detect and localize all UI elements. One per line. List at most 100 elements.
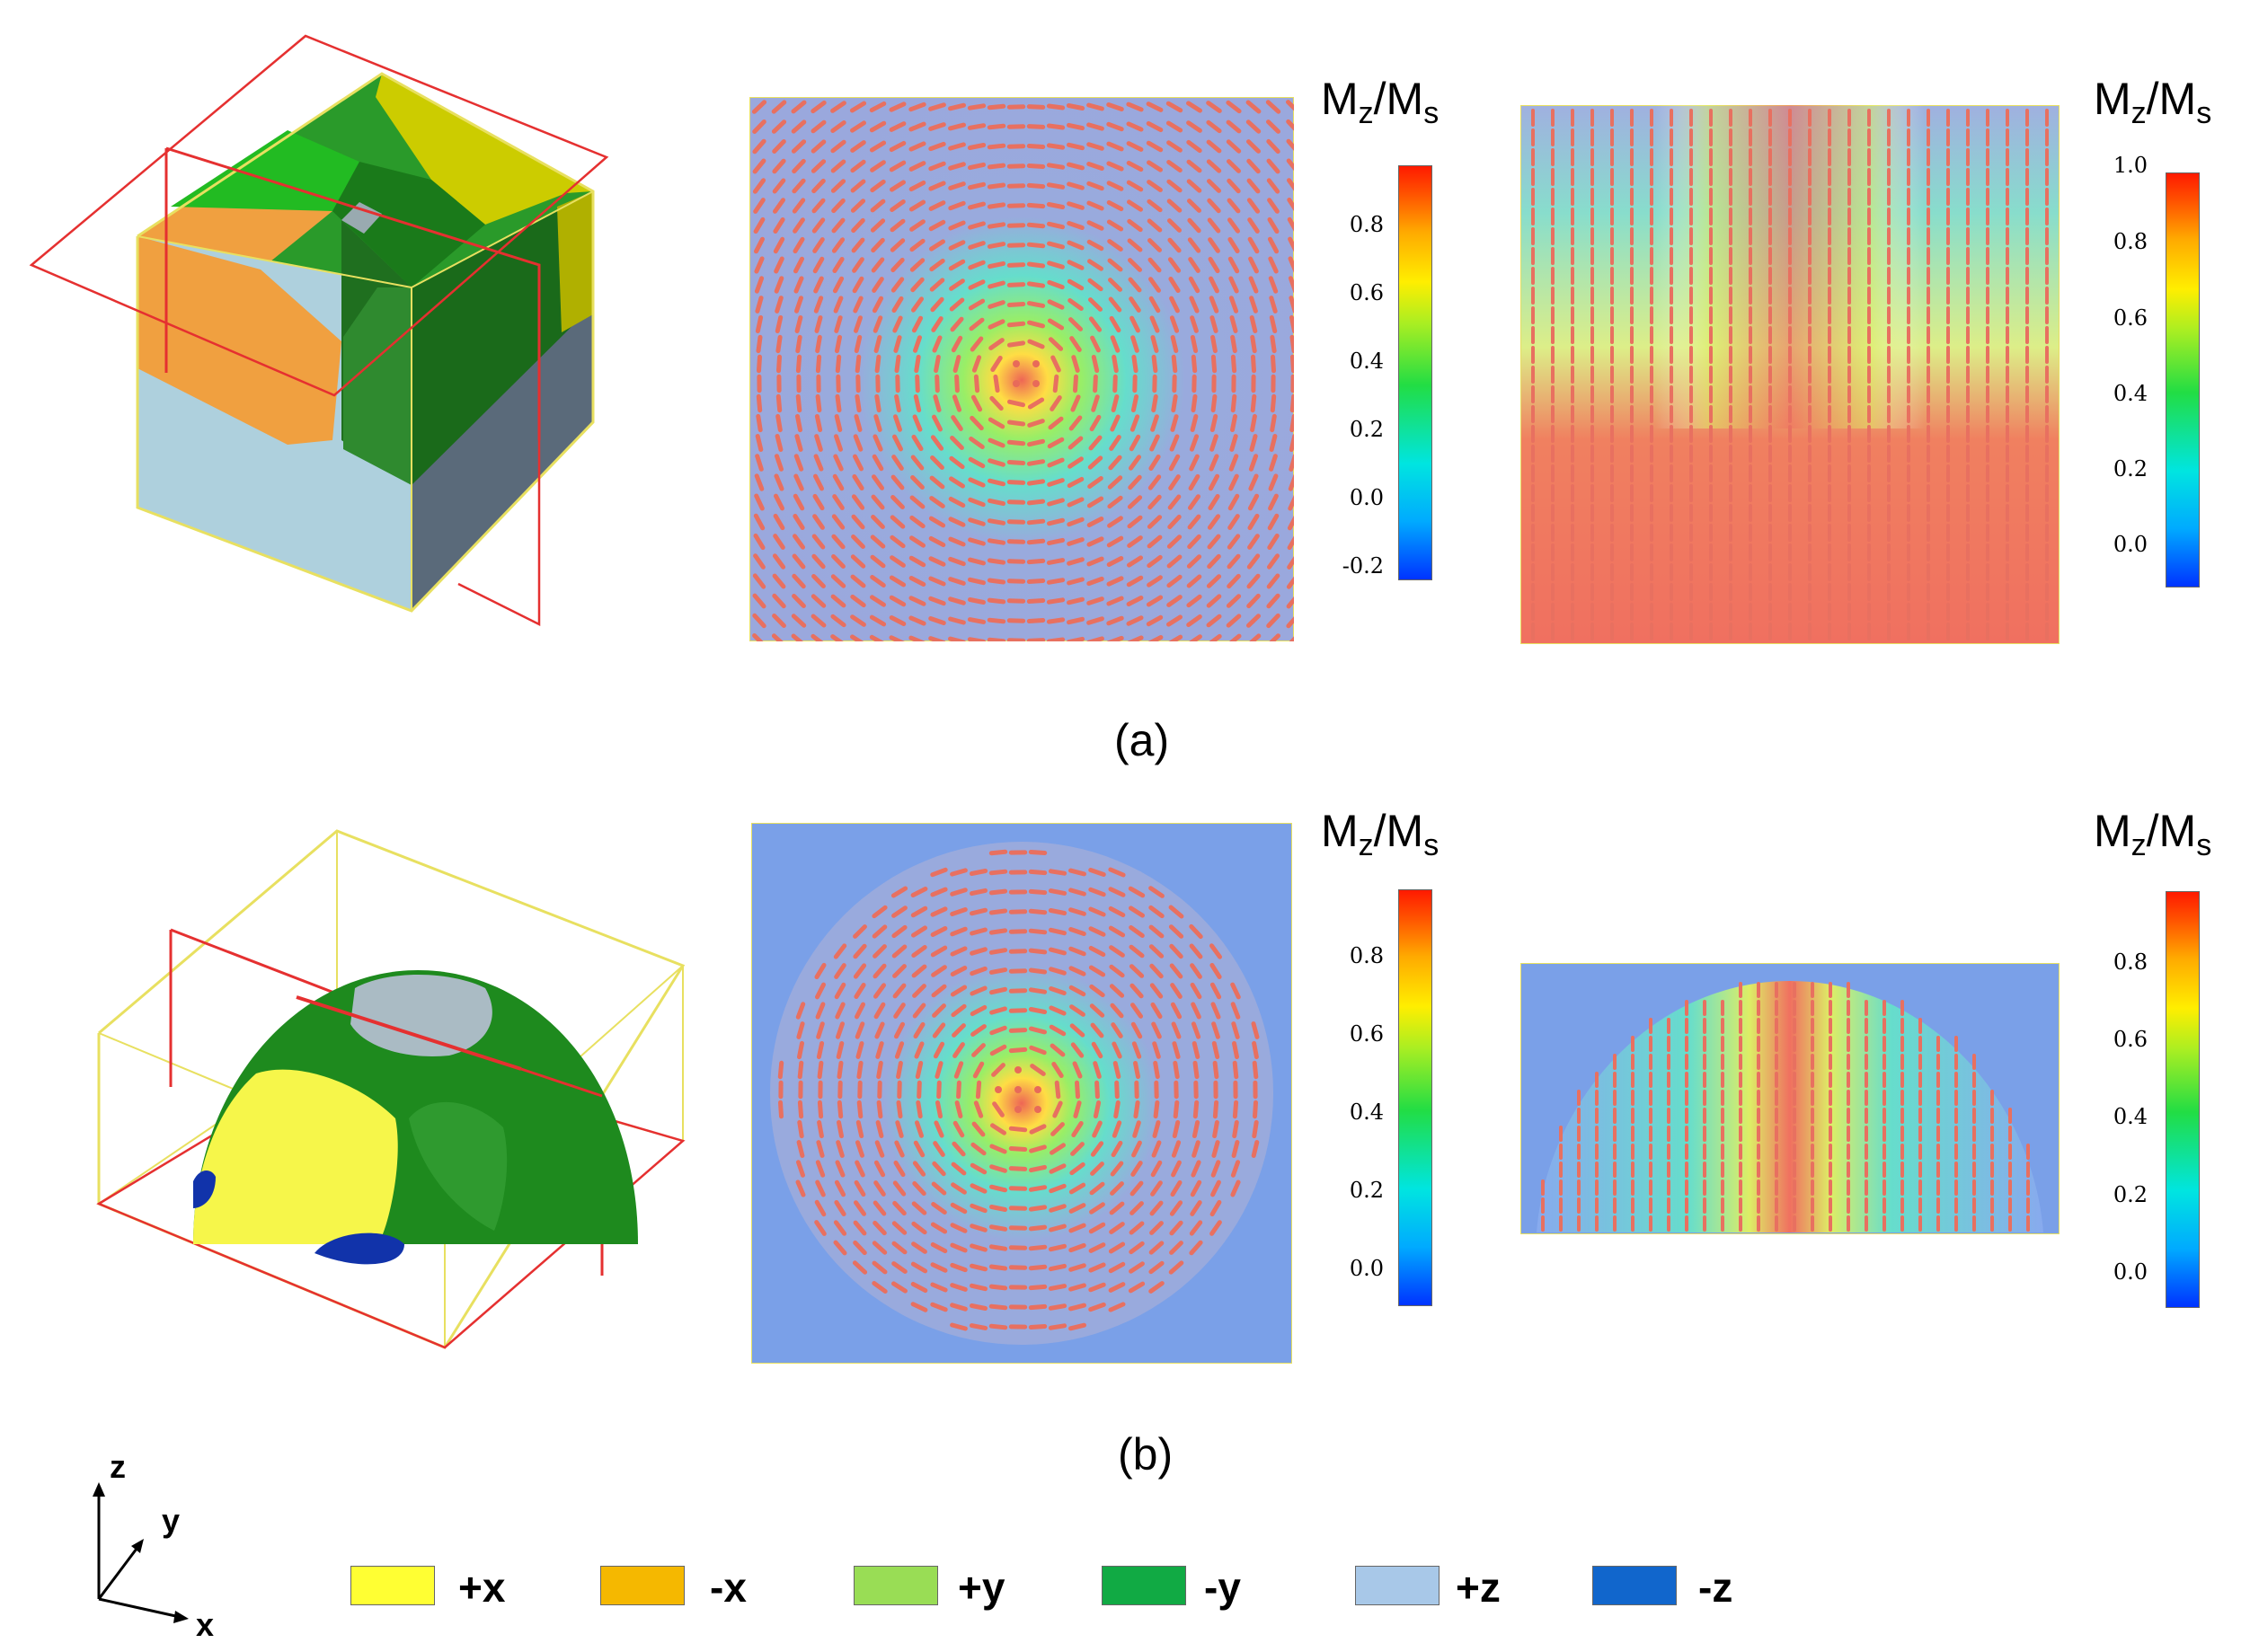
vector-glyph	[988, 1284, 1008, 1291]
vector-glyph	[1232, 1041, 1239, 1059]
vector-glyph	[854, 315, 863, 333]
vector-glyph	[853, 1220, 867, 1236]
vector-glyph	[932, 1161, 946, 1177]
vector-glyph	[1006, 480, 1026, 485]
vector-glyph	[1288, 256, 1294, 273]
vector-glyph	[872, 296, 884, 314]
vector-glyph	[1050, 1043, 1066, 1057]
vector-glyph	[1046, 637, 1066, 641]
legend-swatch	[600, 1566, 685, 1605]
vector-glyph	[1088, 868, 1106, 877]
vector-glyph	[988, 1264, 1008, 1271]
vector-glyph	[1086, 636, 1104, 641]
vector-glyph	[1232, 1119, 1239, 1139]
vector-glyph	[830, 634, 844, 641]
vector-glyph	[1171, 354, 1178, 374]
vector-glyph	[1026, 104, 1046, 110]
vector-glyph	[1186, 179, 1202, 193]
vector-glyph	[870, 595, 886, 607]
vector-glyph	[968, 279, 986, 290]
vector-glyph	[1086, 596, 1104, 605]
vector-glyph	[1189, 1240, 1203, 1256]
vector-glyph	[1166, 534, 1183, 549]
vector-glyph	[1265, 100, 1281, 114]
vector-glyph	[1111, 394, 1120, 412]
vector-glyph	[1187, 237, 1201, 253]
vector-glyph	[1112, 1041, 1122, 1059]
vector-glyph	[795, 413, 802, 433]
vector-glyph	[1269, 315, 1278, 333]
vector-glyph	[909, 219, 926, 232]
vector-glyph	[1026, 182, 1046, 190]
vector-glyph	[1166, 140, 1183, 153]
vector-glyph	[987, 617, 1006, 624]
vector-glyph	[872, 1241, 888, 1255]
vector-glyph	[1189, 1220, 1203, 1236]
vector-glyph	[752, 573, 766, 589]
vector-glyph	[1167, 237, 1182, 253]
vector-glyph	[1008, 988, 1028, 994]
vector-glyph	[1209, 963, 1222, 979]
vector-glyph	[1086, 517, 1104, 527]
vector-glyph	[988, 948, 1008, 955]
vector-glyph	[969, 317, 985, 331]
vector-glyph	[850, 179, 866, 193]
vector-glyph	[1008, 1166, 1028, 1171]
vector-glyph	[1207, 534, 1221, 550]
vector-glyph	[1166, 199, 1183, 213]
vector-glyph	[890, 886, 908, 898]
vector-glyph	[1268, 473, 1279, 491]
vector-glyph	[932, 1003, 946, 1018]
vector-glyph	[1046, 163, 1066, 170]
vector-glyph	[1147, 218, 1163, 233]
vector-glyph	[969, 437, 985, 449]
vector-glyph	[837, 1100, 844, 1119]
vector-glyph	[1207, 198, 1221, 214]
vector-glyph	[1149, 315, 1160, 333]
vector-glyph	[1271, 354, 1276, 374]
vector-glyph	[1068, 1283, 1086, 1292]
vector-glyph	[910, 475, 925, 490]
vector-glyph	[1086, 496, 1104, 508]
vector-glyph	[1267, 216, 1280, 234]
vector-glyph	[1110, 1161, 1124, 1177]
vector-glyph	[1210, 334, 1218, 354]
vector-glyph	[854, 335, 863, 353]
vector-glyph	[869, 614, 887, 627]
vector-glyph	[1247, 534, 1260, 550]
vector-glyph	[834, 414, 843, 432]
vector-glyph	[988, 888, 1008, 896]
vector-glyph	[948, 556, 966, 567]
vector-glyph	[834, 1200, 846, 1216]
vector-glyph	[950, 888, 968, 897]
vector-glyph	[1088, 1282, 1106, 1293]
vector-glyph	[1130, 1201, 1144, 1215]
vector-glyph	[929, 258, 945, 272]
vector-glyph	[873, 434, 883, 452]
vector-glyph	[1106, 102, 1124, 111]
vector-glyph	[792, 553, 806, 570]
vector-glyph	[1252, 1040, 1259, 1060]
vector-glyph	[1169, 296, 1180, 314]
vector-glyph	[754, 473, 765, 491]
vector-glyph	[1206, 594, 1222, 608]
vector-glyph	[916, 1100, 923, 1119]
vector-glyph	[1028, 1244, 1048, 1251]
vector-glyph	[1028, 888, 1048, 896]
vector-glyph	[1269, 296, 1278, 314]
vector-glyph	[909, 238, 926, 252]
vector-glyph	[1088, 435, 1103, 451]
vector-glyph	[954, 374, 960, 393]
vector-glyph	[792, 594, 806, 608]
vector-glyph	[1189, 296, 1200, 314]
vector-glyph	[831, 514, 846, 530]
vector-glyph	[1270, 334, 1277, 354]
vector-glyph	[876, 1100, 883, 1119]
vector-glyph	[852, 276, 864, 294]
vector-glyph	[793, 217, 805, 234]
vector-glyph	[1108, 1241, 1126, 1254]
vector-glyph	[1049, 1243, 1067, 1252]
vector-glyph	[756, 393, 763, 413]
legend-label: -x	[710, 1564, 747, 1611]
vector-glyph	[891, 924, 908, 939]
